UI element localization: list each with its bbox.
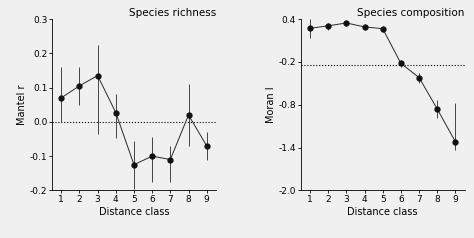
Text: Species composition: Species composition [357,8,465,18]
X-axis label: Distance class: Distance class [99,207,169,217]
Text: Species richness: Species richness [128,8,216,18]
X-axis label: Distance class: Distance class [347,207,418,217]
Y-axis label: Moran I: Moran I [265,86,275,123]
Y-axis label: Mantel r: Mantel r [17,84,27,125]
